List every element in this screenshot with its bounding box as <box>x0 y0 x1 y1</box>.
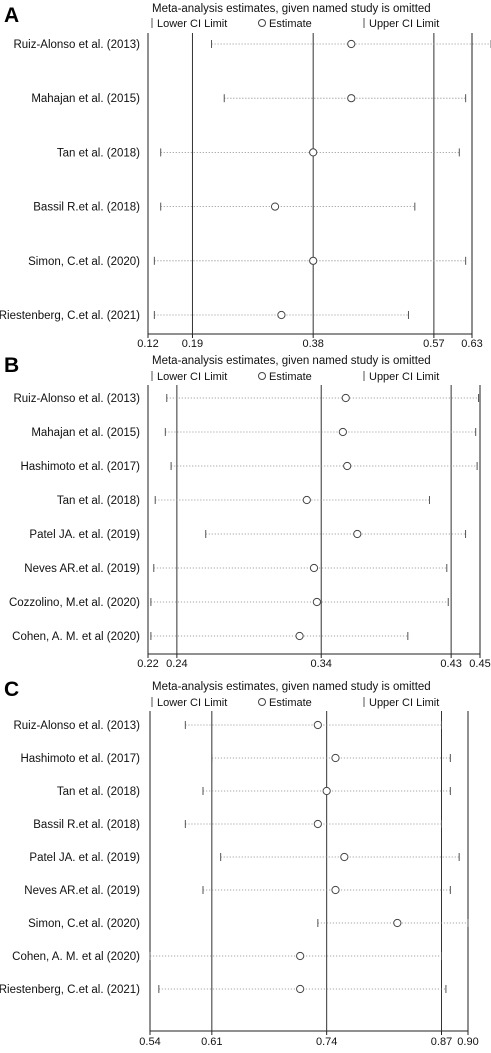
study-label: Cohen, A. M. et al (2020) <box>12 951 140 963</box>
study-label: Ruiz-Alonso et al. (2013) <box>13 393 140 405</box>
panel-a: A Meta-analysis estimates, given named st… <box>0 3 491 350</box>
study-label: Tan et al. (2018) <box>57 786 140 798</box>
estimate-point <box>270 202 280 211</box>
study-label: Cozzolino, M.et al. (2020) <box>9 597 140 609</box>
estimate-point <box>313 819 322 829</box>
x-tick-label: 0.61 <box>201 1036 222 1048</box>
study-label: Hashimoto et al. (2017) <box>20 753 140 765</box>
legend-upper-label: Upper CI Limit <box>369 371 439 383</box>
estimate-point <box>347 94 356 103</box>
estimate-point <box>312 597 321 607</box>
x-tick-label: 0.45 <box>469 658 490 670</box>
x-tick-label: 0.90 <box>457 1036 478 1048</box>
x-tick-label: 0.34 <box>311 658 332 670</box>
legend-upper-label: Upper CI Limit <box>369 697 439 709</box>
x-tick-label: 0.24 <box>166 658 187 670</box>
x-tick-label: 0.74 <box>316 1036 337 1048</box>
estimate-point <box>295 631 304 641</box>
x-tick-label: 0.63 <box>461 338 482 350</box>
estimate-point <box>296 951 305 961</box>
panel-letter: A <box>4 4 19 27</box>
legend-estimate-marker <box>258 372 266 380</box>
study-label: Bassil R.et al. (2018) <box>33 202 140 214</box>
study-label: Cohen, A. M. et al (2020) <box>12 631 140 643</box>
legend-lower-label: Lower CI Limit <box>157 697 227 709</box>
panel-title: Meta-analysis estimates, given named stu… <box>152 681 431 693</box>
study-label: Patel JA. et al. (2019) <box>29 852 140 864</box>
estimate-point <box>277 310 286 320</box>
x-tick-label: 0.54 <box>139 1036 160 1048</box>
panel-letter: B <box>4 354 19 377</box>
estimate-point <box>322 786 331 796</box>
study-label: Hashimoto et al. (2017) <box>20 461 140 473</box>
estimate-point <box>309 148 318 157</box>
study-label: Tan et al. (2018) <box>57 495 140 507</box>
study-label: Mahajan et al. (2015) <box>31 427 140 439</box>
estimate-point <box>313 720 322 730</box>
panel-b: B Meta-analysis estimates, given named st… <box>4 354 491 670</box>
study-label: Patel JA. et al. (2019) <box>29 529 140 541</box>
legend-estimate-label: Estimate <box>269 697 312 709</box>
estimate-point <box>309 256 318 265</box>
legend-lower-label: Lower CI Limit <box>157 371 227 383</box>
estimate-point <box>302 495 311 505</box>
panel-letter: C <box>4 678 19 701</box>
estimate-point <box>296 984 305 994</box>
estimate-point <box>341 393 350 403</box>
x-tick-label: 0.87 <box>431 1036 452 1048</box>
x-tick-label: 0.19 <box>182 338 203 350</box>
panel-title: Meta-analysis estimates, given named stu… <box>152 355 431 367</box>
legend-lower-label: Lower CI Limit <box>157 18 227 30</box>
study-label: Riestenberg, C.et al. (2021) <box>0 984 140 996</box>
estimate-point <box>353 529 362 539</box>
study-label: Simon, C.et al. (2020) <box>28 918 140 930</box>
legend-estimate-label: Estimate <box>269 18 312 30</box>
legend-estimate-marker <box>258 19 266 27</box>
study-label: Mahajan et al. (2015) <box>31 93 140 105</box>
estimate-point <box>331 885 340 895</box>
legend-estimate-label: Estimate <box>269 371 312 383</box>
panel-c: C Meta-analysis estimates, given named st… <box>0 678 479 1048</box>
x-tick-label: 0.38 <box>302 338 323 350</box>
study-label: Riestenberg, C.et al. (2021) <box>0 310 140 322</box>
study-label: Bassil R.et al. (2018) <box>33 819 140 831</box>
study-label: Tan et al. (2018) <box>57 147 140 159</box>
study-label: Ruiz-Alonso et al. (2013) <box>13 720 140 732</box>
x-tick-label: 0.57 <box>423 338 444 350</box>
estimate-point <box>309 563 319 573</box>
study-label: Ruiz-Alonso et al. (2013) <box>13 39 140 51</box>
x-tick-label: 0.12 <box>137 338 158 350</box>
study-label: Neves AR.et al. (2019) <box>24 885 140 897</box>
estimate-point <box>393 918 402 928</box>
legend-estimate-marker <box>258 698 266 706</box>
estimate-point <box>343 461 352 471</box>
study-label: Neves AR.et al. (2019) <box>24 563 140 575</box>
x-tick-label: 0.22 <box>137 658 158 670</box>
estimate-point <box>331 753 340 763</box>
estimate-point <box>347 39 356 49</box>
study-label: Simon, C.et al. (2020) <box>28 256 140 268</box>
legend-upper-label: Upper CI Limit <box>369 18 439 30</box>
estimate-point <box>338 427 347 437</box>
panel-title: Meta-analysis estimates, given named stu… <box>152 3 431 15</box>
x-tick-label: 0.43 <box>440 658 461 670</box>
estimate-point <box>340 852 349 862</box>
